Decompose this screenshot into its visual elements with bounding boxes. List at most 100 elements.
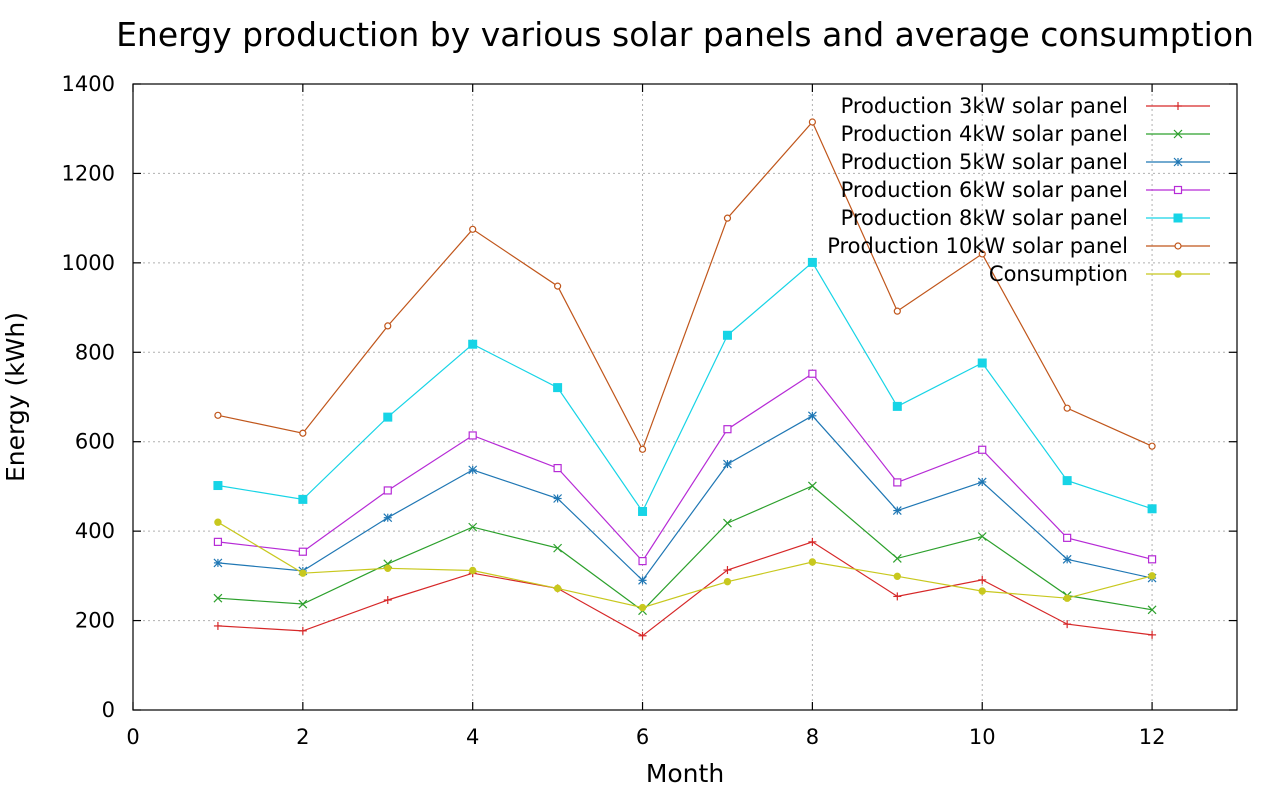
data-point [1148,630,1157,639]
data-point [554,282,562,290]
data-point [214,411,222,419]
legend-swatch-marker [1173,185,1183,195]
data-point [977,477,987,487]
data-point-shape [722,330,732,340]
data-point-shape [978,250,986,258]
series-line [217,485,1153,612]
legend-label: Production 3kW solar panel [841,94,1128,118]
data-point [213,537,223,546]
data-point-shape [383,412,393,422]
data-point [553,584,562,593]
data-point [469,225,477,233]
data-point [213,558,223,568]
data-point-shape [638,506,648,516]
data-point-shape [468,566,477,575]
data-point-shape [893,572,902,581]
legend-swatch-marker-shape [1174,270,1182,278]
data-point-shape [638,557,647,566]
legend: Production 3kW solar panel Production 4kW… [827,94,1210,286]
data-point-shape [1062,476,1072,486]
data-point [892,401,902,411]
y-tick-label: 800 [75,340,115,364]
legend-item: Production 4kW solar panel [841,122,1210,146]
legend-swatch-marker-stroke [1173,129,1183,139]
series-line [217,415,1153,582]
data-point-stroke [638,575,647,585]
data-point [383,486,392,495]
data-point [638,631,647,640]
data-point [299,429,307,437]
data-point [723,214,732,222]
data-point [893,478,902,487]
x-tick-label: 10 [969,725,996,749]
data-point-stroke [298,599,308,609]
x-axis-label: Month [646,759,724,788]
data-point-shape [468,431,477,440]
data-point-shape [893,478,902,487]
data-point-stroke [977,477,987,487]
legend-swatch-marker [1173,157,1183,167]
legend-label: Production 10kW solar panel [827,234,1128,258]
data-point [893,307,901,315]
data-point-shape [1063,533,1072,542]
data-point-stroke [383,513,393,523]
data-point [383,596,392,605]
data-point [1147,555,1157,564]
data-point-shape [384,564,392,572]
data-point-shape [1147,504,1157,514]
data-point-shape [977,358,987,368]
y-tick-label: 1000 [62,251,115,275]
data-point-stroke [892,553,902,563]
data-point-stroke [1147,605,1157,615]
legend-label: Production 5kW solar panel [841,150,1128,174]
data-point [977,532,987,541]
grid [133,84,1237,710]
data-point [808,558,817,566]
series-4 [213,369,1157,566]
legend-item: Production 3kW solar panel [841,94,1210,118]
data-point-shape [723,425,732,434]
x-tick-label: 4 [466,725,479,749]
data-point [893,572,902,581]
data-point [1062,476,1072,486]
legend-item: Production 5kW solar panel [841,150,1210,174]
data-point [384,322,392,330]
data-point [299,569,307,577]
data-point [978,575,987,584]
data-point [638,603,647,612]
series-line [217,521,1153,609]
series-5 [213,257,1157,516]
data-point-stroke [213,593,223,603]
data-point-stroke [213,558,223,568]
data-point-shape [298,547,307,556]
data-point [383,513,393,523]
data-point [723,459,732,469]
data-point-shape [214,411,222,419]
data-point [1148,572,1156,580]
data-point-shape [469,225,477,233]
data-point [553,494,563,503]
data-point [468,522,478,532]
legend-swatch-marker-shape [1174,242,1182,250]
data-point [1148,442,1156,450]
plot-frame [132,83,1238,711]
data-point [723,577,732,586]
data-point [1147,605,1157,615]
y-tick-label: 0 [102,698,115,722]
data-point-shape [213,537,223,546]
series-layer [213,118,1157,640]
data-point-stroke [723,459,732,469]
legend-item: Production 6kW solar panel [841,178,1210,202]
data-point [1147,504,1157,514]
data-point-stroke [807,411,817,421]
data-point-shape [978,587,986,595]
data-point-shape [638,445,647,453]
data-point [638,445,647,453]
data-point [723,425,732,434]
y-tick-label: 600 [75,430,115,454]
data-point [808,537,817,546]
series-1 [213,537,1157,640]
y-tick-label: 400 [75,519,115,543]
